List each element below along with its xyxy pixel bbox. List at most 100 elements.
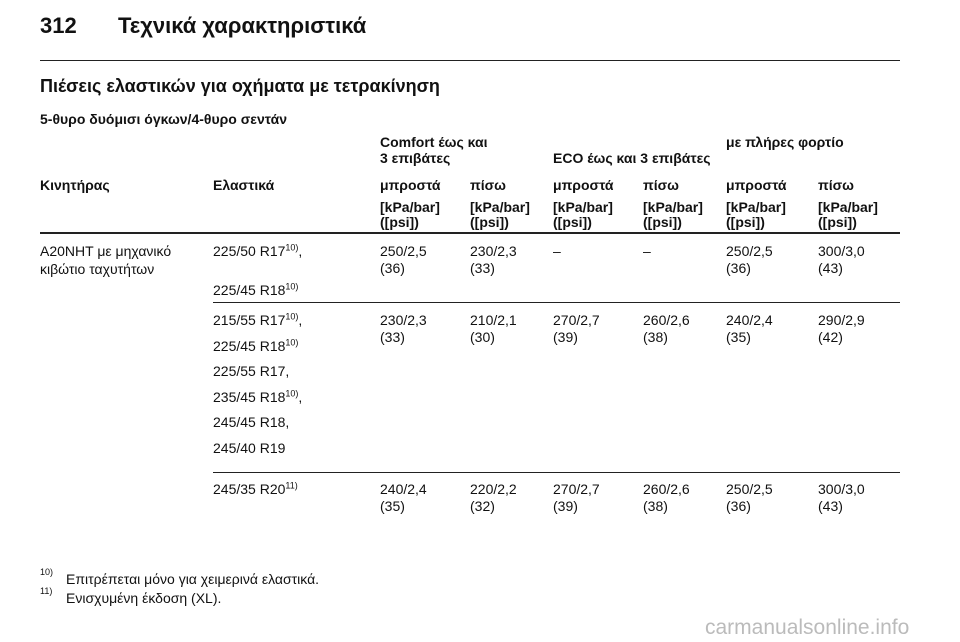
pressure-value: (35) bbox=[726, 329, 751, 345]
unit-label: [kPa/bar] bbox=[470, 199, 530, 215]
pressure-value: (43) bbox=[818, 498, 843, 514]
group-header: 3 επιβάτες bbox=[380, 150, 451, 166]
tire-size: 225/55 R17, bbox=[213, 363, 289, 379]
tire-size: 225/45 R1810) bbox=[213, 336, 299, 354]
tire-text: 245/40 R19 bbox=[213, 439, 286, 456]
page-title: Τεχνικά χαρακτηριστικά bbox=[118, 13, 367, 38]
tire-text: 245/35 R20 bbox=[213, 481, 286, 497]
footnote-ref: 10) bbox=[285, 387, 299, 398]
tire-tail: , bbox=[298, 243, 303, 259]
column-header: μπροστά bbox=[380, 177, 441, 193]
unit-label: ([psi]) bbox=[553, 214, 592, 230]
tire-size: 245/45 R18, bbox=[213, 414, 289, 430]
tire-text: 225/50 R17 bbox=[213, 243, 286, 259]
engine-name: A20NHT με μηχανικό bbox=[40, 243, 172, 259]
pressure-value: 250/2,5 bbox=[726, 243, 773, 259]
unit-label: [kPa/bar] bbox=[380, 199, 440, 215]
pressure-value: 270/2,7 bbox=[553, 312, 600, 328]
column-header: πίσω bbox=[643, 177, 680, 193]
pressure-value: 260/2,6 bbox=[643, 312, 690, 328]
pressure-value: 300/3,0 bbox=[818, 243, 865, 259]
column-header: πίσω bbox=[818, 177, 855, 193]
column-header: Ελαστικά bbox=[213, 177, 275, 193]
table-head-rule bbox=[40, 232, 900, 234]
row-rule bbox=[213, 302, 900, 303]
group-header: ECO έως και 3 επιβάτες bbox=[553, 150, 711, 166]
pressure-value: (36) bbox=[726, 260, 751, 276]
unit-label: [kPa/bar] bbox=[643, 199, 703, 215]
pressure-value: (30) bbox=[470, 329, 495, 345]
pressure-value: 260/2,6 bbox=[643, 481, 690, 497]
pressure-value: 220/2,2 bbox=[470, 481, 517, 497]
tire-size: 225/50 R1710), bbox=[213, 243, 302, 259]
footnote-mark: 10) bbox=[40, 567, 54, 577]
footnote-text: Επιτρέπεται μόνο για χειμερινά ελαστικά. bbox=[66, 571, 320, 587]
pressure-value: 230/2,3 bbox=[470, 243, 517, 259]
pressure-value: 270/2,7 bbox=[553, 481, 600, 497]
pressure-value: 240/2,4 bbox=[380, 481, 427, 497]
pressure-value: (42) bbox=[818, 329, 843, 345]
group-header: Comfort έως και bbox=[380, 134, 488, 150]
section-title: Πιέσεις ελαστικών για οχήματα με τετρακί… bbox=[40, 76, 440, 96]
footnote-ref: 10) bbox=[285, 336, 299, 347]
pressure-value: (38) bbox=[643, 329, 668, 345]
pressure-value: (36) bbox=[380, 260, 405, 276]
tire-size: 235/45 R1810), bbox=[213, 387, 303, 405]
pressure-value: 240/2,4 bbox=[726, 312, 773, 328]
header-rule bbox=[40, 60, 900, 61]
unit-label: [kPa/bar] bbox=[818, 199, 878, 215]
pressure-value: (35) bbox=[380, 498, 405, 514]
footnote-text: Ενισχυμένη έκδοση (XL). bbox=[66, 590, 222, 606]
subtitle: 5-θυρο δυόμισι όγκων/4-θυρο σεντάν bbox=[40, 111, 287, 127]
column-header: μπροστά bbox=[553, 177, 614, 193]
pressure-value: (39) bbox=[553, 329, 578, 345]
tire-text: 225/45 R18 bbox=[213, 282, 286, 298]
footnote-ref: 10) bbox=[285, 311, 299, 322]
pressure-value: 210/2,1 bbox=[470, 312, 517, 328]
unit-label: ([psi]) bbox=[818, 214, 857, 230]
pressure-value: (38) bbox=[643, 498, 668, 514]
tire-size: 225/45 R1810) bbox=[213, 282, 298, 298]
pressure-value: – bbox=[643, 243, 651, 259]
tire-tail: , bbox=[298, 388, 303, 405]
pressure-value: (43) bbox=[818, 260, 843, 276]
unit-label: ([psi]) bbox=[643, 214, 682, 230]
tire-size: 245/35 R2011) bbox=[213, 481, 298, 497]
footnote-ref: 10) bbox=[285, 281, 299, 292]
tire-tail: , bbox=[298, 312, 303, 328]
unit-label: [kPa/bar] bbox=[553, 199, 613, 215]
unit-label: ([psi]) bbox=[726, 214, 765, 230]
unit-label: ([psi]) bbox=[470, 214, 509, 230]
pressure-value: – bbox=[553, 243, 561, 259]
tire-text: 225/55 R17, bbox=[213, 363, 290, 379]
watermark: carmanualsonline.info bbox=[705, 616, 910, 639]
pressure-value: (33) bbox=[470, 260, 495, 276]
tire-size: 215/55 R1710), bbox=[213, 312, 302, 328]
row-rule bbox=[213, 472, 900, 473]
column-header: πίσω bbox=[470, 177, 507, 193]
engine-name: κιβώτιο ταχυτήτων bbox=[40, 261, 155, 277]
tire-text: 225/45 R18 bbox=[213, 337, 286, 354]
pressure-value: 230/2,3 bbox=[380, 312, 427, 328]
pressure-value: 250/2,5 bbox=[726, 481, 773, 497]
unit-label: [kPa/bar] bbox=[726, 199, 786, 215]
column-header: μπροστά bbox=[726, 177, 787, 193]
tire-text: 235/45 R18 bbox=[213, 388, 286, 405]
unit-label: ([psi]) bbox=[380, 214, 419, 230]
footnote-ref: 11) bbox=[285, 480, 298, 491]
column-header: Κινητήρας bbox=[40, 177, 110, 193]
group-header: με πλήρες φορτίο bbox=[726, 134, 844, 150]
tire-size: 245/40 R19 bbox=[213, 440, 285, 456]
pressure-value: 300/3,0 bbox=[818, 481, 865, 497]
pressure-value: 290/2,9 bbox=[818, 312, 865, 328]
pressure-value: (33) bbox=[380, 329, 405, 345]
tire-text: 215/55 R17 bbox=[213, 312, 286, 328]
footnote-ref: 10) bbox=[285, 242, 299, 253]
pressure-value: (39) bbox=[553, 498, 578, 514]
pressure-value: 250/2,5 bbox=[380, 243, 427, 259]
tire-text: 245/45 R18, bbox=[213, 414, 290, 430]
page-number: 312 bbox=[40, 13, 77, 38]
pressure-value: (36) bbox=[726, 498, 751, 514]
pressure-value: (32) bbox=[470, 498, 495, 514]
